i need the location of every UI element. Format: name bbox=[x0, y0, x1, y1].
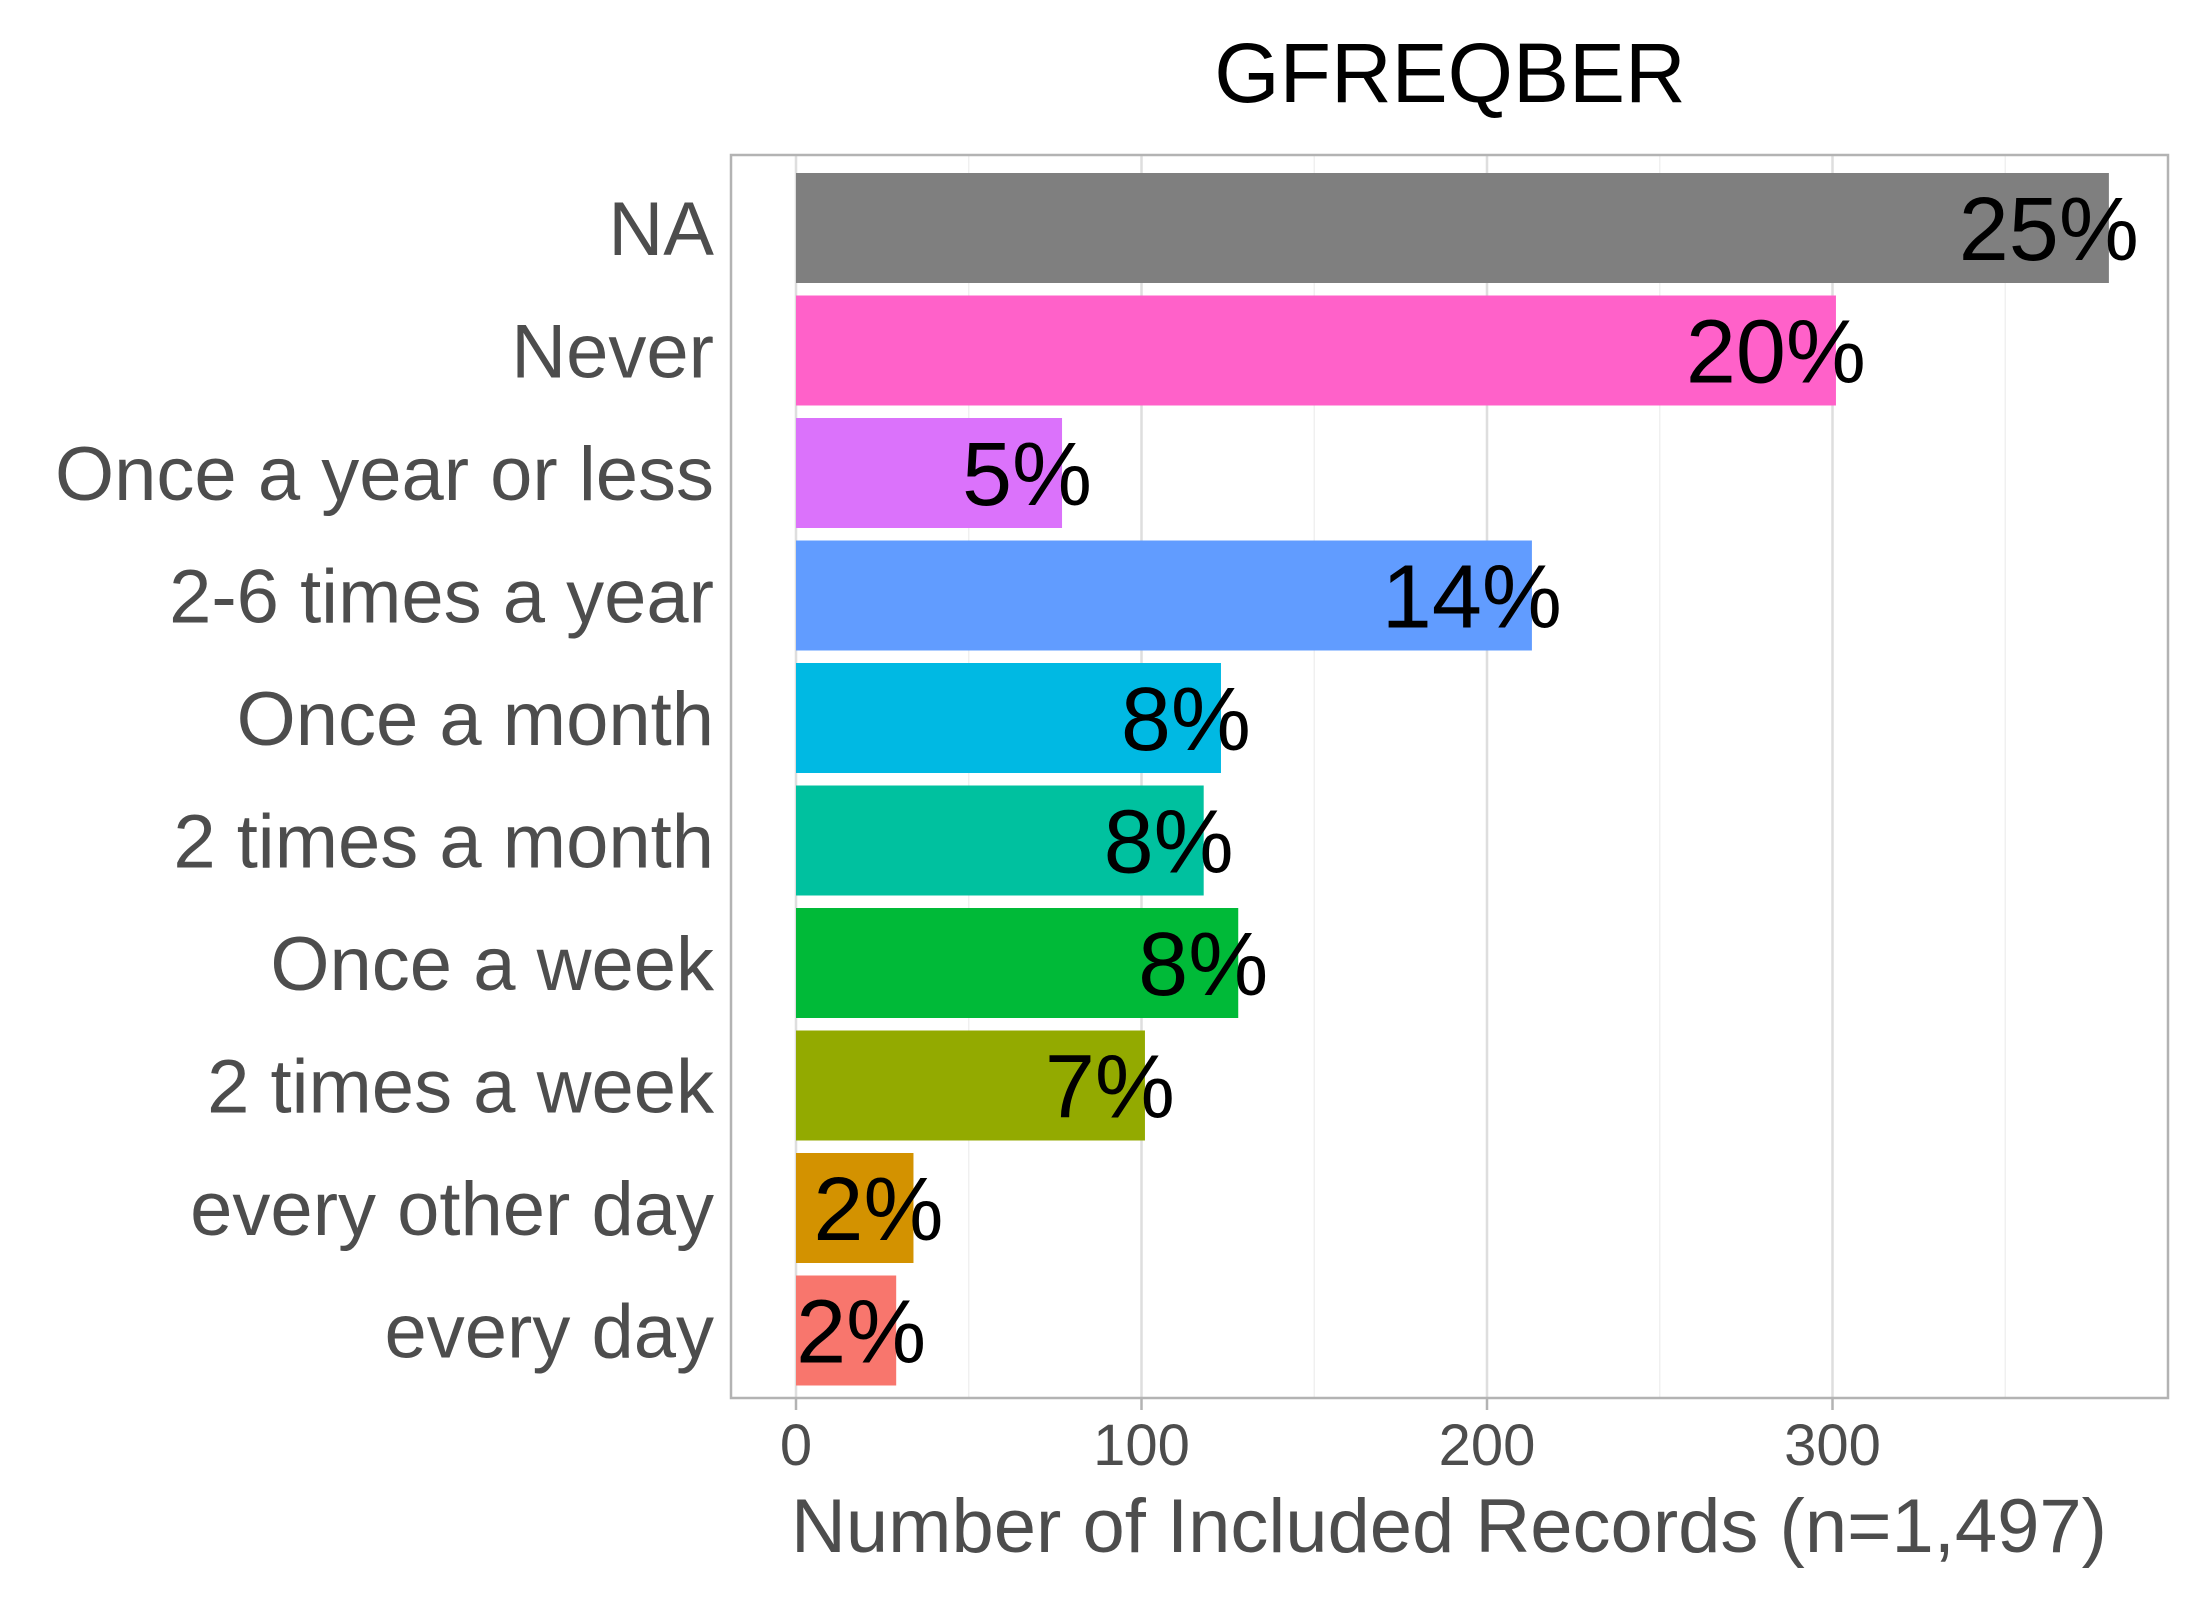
category-label-1: Never bbox=[511, 310, 714, 395]
category-label-8: every other day bbox=[190, 1167, 714, 1252]
x-tick-label-0: 0 bbox=[780, 1413, 812, 1478]
bar-0 bbox=[796, 173, 2109, 283]
bar-4 bbox=[796, 663, 1221, 773]
category-label-6: Once a week bbox=[270, 922, 715, 1007]
category-labels: NA Never Once a year or less 2-6 times a ye… bbox=[55, 187, 715, 1375]
category-label-3: 2-6 times a year bbox=[169, 555, 714, 640]
x-tick-label-1: 100 bbox=[1093, 1413, 1190, 1478]
bar-7 bbox=[796, 1030, 1145, 1141]
data-label-8: 2% bbox=[813, 1160, 943, 1260]
data-labels: 25% 20% 5% 14% 8% 8% 8% 7% 2% 2% bbox=[796, 180, 2139, 1383]
data-label-1: 20% bbox=[1686, 303, 1866, 403]
data-label-9: 2% bbox=[796, 1283, 926, 1383]
bars bbox=[796, 173, 2109, 1386]
category-label-0: NA bbox=[608, 187, 714, 272]
x-axis-title: Number of Included Records (n=1,497) bbox=[791, 1484, 2107, 1569]
category-label-2: Once a year or less bbox=[55, 432, 714, 517]
category-label-4: Once a month bbox=[237, 677, 714, 762]
plot-panel-border bbox=[729, 153, 2170, 1400]
x-tick-label-3: 300 bbox=[1784, 1413, 1881, 1478]
bar-8 bbox=[796, 1153, 914, 1263]
data-label-7: 7% bbox=[1045, 1038, 1175, 1138]
bar-6 bbox=[796, 908, 1239, 1018]
category-label-9: every day bbox=[385, 1290, 715, 1375]
category-label-7: 2 times a week bbox=[207, 1045, 715, 1130]
x-axis-ticks: 0 100 200 300 bbox=[780, 1398, 1881, 1478]
x-tick-label-2: 200 bbox=[1439, 1413, 1536, 1478]
data-label-6: 8% bbox=[1138, 915, 1268, 1015]
bar-2 bbox=[796, 418, 1063, 528]
data-label-3: 14% bbox=[1382, 548, 1562, 648]
bar-9 bbox=[796, 1275, 897, 1386]
data-label-5: 8% bbox=[1104, 793, 1234, 893]
bar-5 bbox=[796, 785, 1204, 896]
chart-title: GFREQBER bbox=[1214, 26, 1685, 120]
bar-3 bbox=[796, 540, 1532, 651]
data-label-2: 5% bbox=[962, 425, 1092, 525]
data-label-4: 8% bbox=[1121, 670, 1251, 770]
category-label-5: 2 times a month bbox=[173, 800, 714, 885]
bar-1 bbox=[796, 295, 1836, 406]
data-label-0: 25% bbox=[1959, 180, 2139, 280]
